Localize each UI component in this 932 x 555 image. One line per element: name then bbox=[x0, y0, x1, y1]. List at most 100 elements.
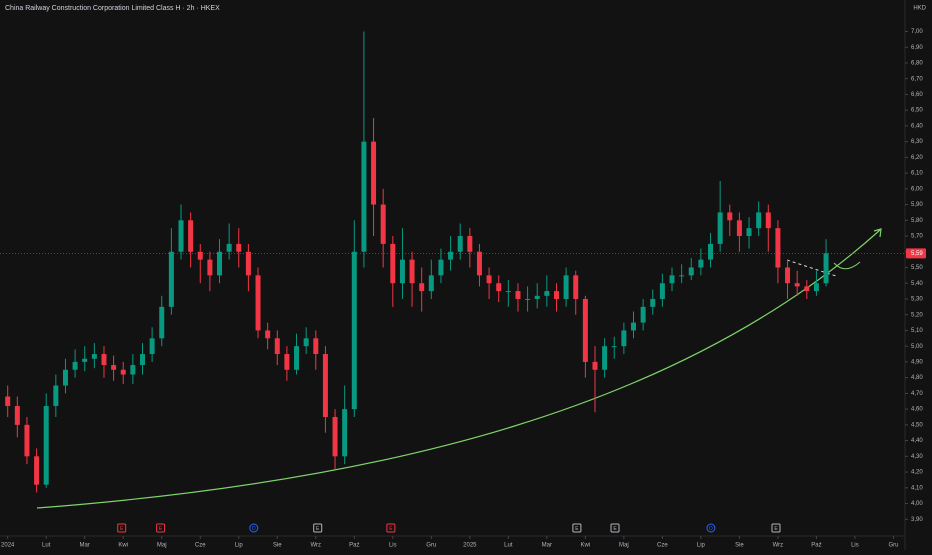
candle-body bbox=[5, 396, 11, 406]
candle-body bbox=[428, 275, 434, 292]
event-label: E bbox=[120, 526, 124, 532]
x-tick-label: Lis bbox=[389, 543, 397, 549]
y-tick-label: 4,60 bbox=[911, 407, 923, 413]
x-tick-label: Paź bbox=[349, 543, 359, 549]
candle-body bbox=[438, 259, 444, 276]
candle-body bbox=[631, 322, 636, 331]
x-tick-label: Sie bbox=[273, 543, 282, 549]
candle-body bbox=[746, 228, 752, 237]
candle-body bbox=[804, 286, 810, 292]
x-tick-label: Gru bbox=[888, 543, 898, 549]
candle-body bbox=[419, 283, 425, 292]
candle-body bbox=[245, 251, 251, 276]
y-tick-label: 5,50 bbox=[911, 265, 923, 271]
candle-body bbox=[409, 259, 415, 284]
y-tick-label: 5,80 bbox=[911, 218, 923, 224]
chart-title: China Railway Construction Corporation L… bbox=[5, 5, 220, 12]
candle-body bbox=[91, 354, 97, 359]
y-tick-label: 5,20 bbox=[911, 312, 923, 318]
candle-body bbox=[640, 306, 646, 323]
y-tick-label: 6,40 bbox=[911, 123, 923, 129]
candle-body bbox=[688, 267, 694, 276]
candle-body bbox=[708, 243, 714, 260]
candle-body bbox=[332, 416, 338, 457]
candle-body bbox=[448, 251, 454, 260]
x-tick-label: Gru bbox=[426, 543, 436, 549]
x-tick-label: Paź bbox=[811, 543, 821, 549]
trend-arrow-head bbox=[873, 228, 882, 238]
x-tick-label: Mar bbox=[80, 543, 90, 549]
candle-body bbox=[303, 338, 309, 347]
x-tick-label: 2024 bbox=[1, 543, 15, 549]
y-tick-label: 6,50 bbox=[911, 108, 923, 114]
candle-body bbox=[34, 456, 40, 485]
event-label: E bbox=[613, 526, 617, 532]
candle-body bbox=[236, 243, 242, 252]
y-tick-label: 6,10 bbox=[911, 171, 923, 177]
y-tick-label: 6,20 bbox=[911, 155, 923, 161]
plot: 3,90 4,00 4,10 4,20 4,30 4,40 4,50 4,60 4,70 4,80… bbox=[0, 29, 926, 549]
y-tick-label: 6,00 bbox=[911, 186, 923, 192]
x-tick-label: Cze bbox=[657, 543, 668, 549]
y-tick-label: 4,20 bbox=[911, 470, 923, 476]
y-tick-label: 6,90 bbox=[911, 45, 923, 51]
last-price-tag bbox=[906, 248, 926, 259]
x-tick-label: Kwi bbox=[581, 543, 591, 549]
candle-body bbox=[53, 385, 59, 406]
x-tick-label: Maj bbox=[619, 543, 629, 549]
candle-body bbox=[544, 291, 550, 296]
event-marker bbox=[117, 523, 127, 533]
candle-body bbox=[120, 369, 126, 375]
candle-body bbox=[24, 424, 30, 457]
event-label: E bbox=[389, 526, 393, 532]
x-tick-label: Lis bbox=[851, 543, 859, 549]
candle-body bbox=[794, 283, 800, 287]
x-tick-label: Sie bbox=[735, 543, 744, 549]
y-tick-label: 5,00 bbox=[911, 344, 923, 350]
candle-body bbox=[698, 259, 704, 268]
candle-body bbox=[515, 291, 521, 299]
candle-body bbox=[486, 275, 492, 284]
candle-body bbox=[669, 275, 675, 284]
event-label: E bbox=[316, 526, 320, 532]
candle-body bbox=[139, 354, 145, 366]
y-tick-label: 5,90 bbox=[911, 202, 923, 208]
candle-body bbox=[765, 212, 771, 229]
event-label: D bbox=[252, 526, 256, 532]
candle-body bbox=[168, 251, 174, 307]
candle-body bbox=[785, 267, 791, 284]
last-price-label: 5,59 bbox=[911, 251, 923, 257]
event-marker bbox=[386, 523, 396, 533]
candle-body bbox=[775, 228, 781, 268]
candle-body bbox=[72, 361, 78, 370]
candle-body bbox=[679, 275, 685, 277]
x-tick-label: Wrz bbox=[773, 543, 784, 549]
event-marker bbox=[706, 523, 716, 533]
y-tick-label: 4,70 bbox=[911, 391, 923, 397]
candle-body bbox=[130, 365, 136, 375]
x-tick-label: Kwi bbox=[118, 543, 128, 549]
y-tick-label: 5,40 bbox=[911, 281, 923, 287]
candle-body bbox=[159, 306, 165, 339]
candle-body bbox=[727, 212, 733, 221]
candle-body bbox=[496, 283, 502, 292]
candle-body bbox=[390, 243, 396, 284]
y-tick-label: 5,30 bbox=[911, 297, 923, 303]
candle-body bbox=[476, 251, 482, 276]
candle-body bbox=[380, 204, 386, 244]
x-tick-label: Cze bbox=[195, 543, 206, 549]
candle-body bbox=[592, 361, 598, 370]
event-marker bbox=[156, 523, 166, 533]
x-tick-label: Mar bbox=[542, 543, 552, 549]
x-tick-label: Maj bbox=[157, 543, 167, 549]
candle-body bbox=[399, 259, 405, 284]
y-tick-label: 4,00 bbox=[911, 501, 923, 507]
candle-body bbox=[274, 338, 280, 355]
candle-body bbox=[756, 212, 762, 229]
candle-body bbox=[43, 405, 49, 485]
candle-body bbox=[371, 141, 377, 205]
x-tick-label: Lut bbox=[42, 543, 51, 549]
candle-body bbox=[265, 330, 271, 339]
candle-body bbox=[736, 220, 742, 237]
candle-body bbox=[313, 338, 319, 355]
